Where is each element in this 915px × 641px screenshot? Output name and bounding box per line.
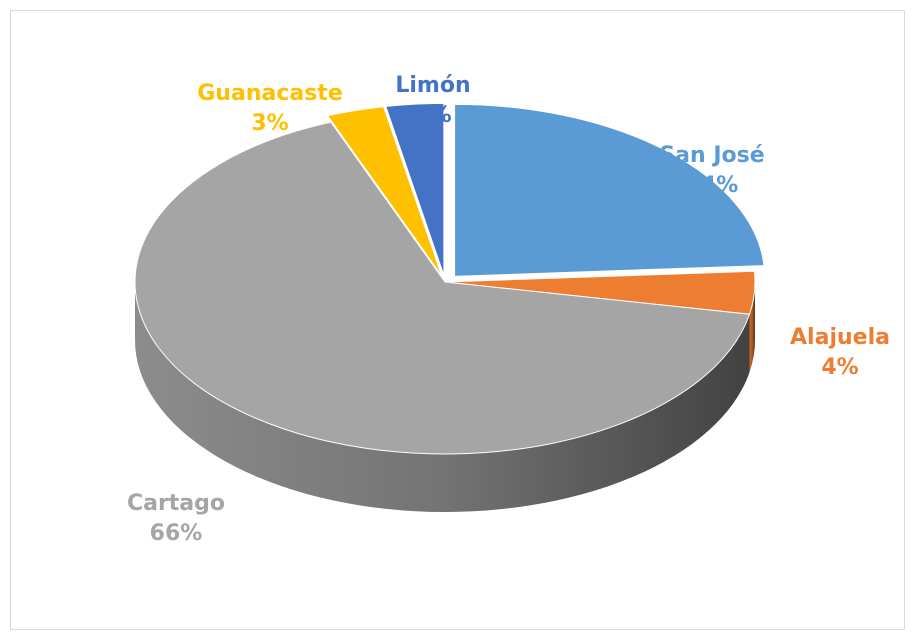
slice bbox=[385, 102, 445, 276]
slice-label-value: 24% bbox=[686, 173, 739, 198]
slice-label-name: Cartago bbox=[127, 491, 225, 516]
slice-label-value: 3% bbox=[251, 111, 288, 136]
slice bbox=[134, 121, 751, 455]
slice-label-value: 3% bbox=[414, 103, 451, 128]
slice-label-name: Guanacaste bbox=[197, 81, 343, 106]
slice-label-value: 4% bbox=[821, 355, 858, 380]
slice bbox=[326, 106, 443, 276]
slice-label-name: Alajuela bbox=[790, 325, 890, 350]
slice-label-name: Limón bbox=[395, 73, 470, 98]
slice-label-name: San José bbox=[659, 143, 764, 168]
slice-side-shade bbox=[135, 282, 750, 512]
slice-label-value: 66% bbox=[150, 521, 203, 546]
slice bbox=[454, 103, 765, 277]
slice-side-shade bbox=[749, 282, 755, 373]
